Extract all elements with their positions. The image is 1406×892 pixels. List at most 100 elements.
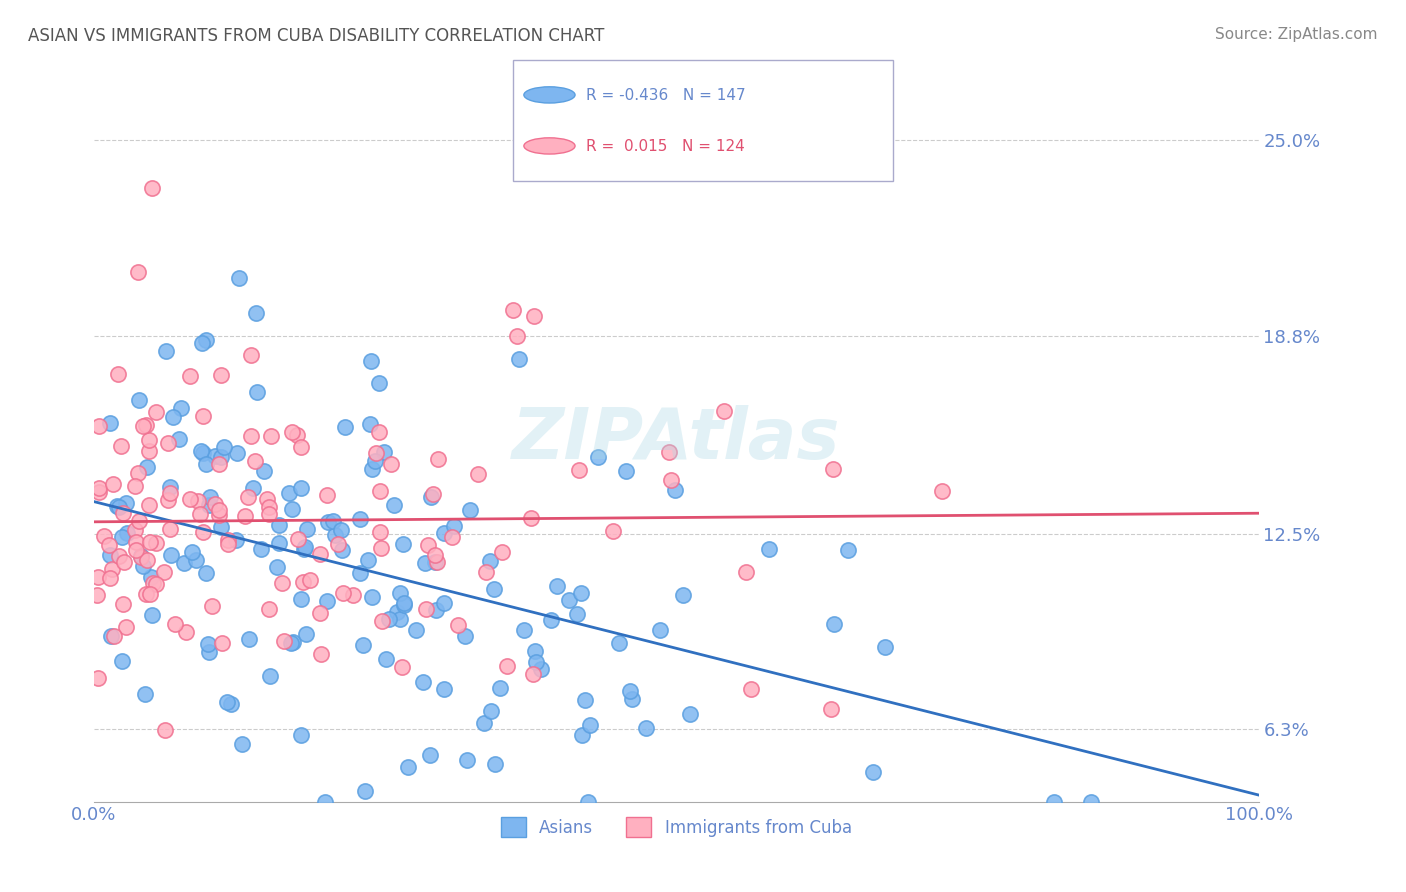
Asians — [382, 499, 405, 513]
Asians — [105, 500, 128, 514]
Immigrants from Cuba — [299, 573, 322, 587]
Immigrants from Cuba — [280, 425, 302, 439]
Asians — [198, 490, 221, 504]
Asians — [546, 579, 568, 593]
Asians — [352, 638, 374, 652]
Immigrants from Cuba — [287, 532, 309, 546]
Asians — [648, 623, 671, 637]
Asians — [108, 500, 131, 515]
Asians — [377, 612, 399, 626]
Asians — [405, 623, 427, 637]
Immigrants from Cuba — [427, 451, 450, 466]
Asians — [204, 450, 226, 464]
Asians — [322, 514, 344, 528]
Asians — [373, 445, 395, 459]
Immigrants from Cuba — [245, 453, 267, 467]
Immigrants from Cuba — [138, 498, 160, 512]
Immigrants from Cuba — [271, 576, 294, 591]
Text: R = -0.436   N = 147: R = -0.436 N = 147 — [586, 88, 745, 103]
Immigrants from Cuba — [191, 409, 214, 424]
Asians — [425, 603, 447, 617]
Immigrants from Cuba — [179, 368, 201, 383]
Immigrants from Cuba — [156, 492, 179, 507]
Asians — [361, 462, 384, 476]
Immigrants from Cuba — [315, 488, 337, 502]
Asians — [316, 515, 339, 529]
Asians — [294, 540, 316, 554]
Immigrants from Cuba — [145, 536, 167, 550]
Asians — [619, 684, 641, 698]
Asians — [209, 520, 232, 534]
Asians — [588, 450, 610, 464]
Asians — [387, 605, 409, 619]
Immigrants from Cuba — [89, 481, 111, 495]
Asians — [316, 594, 339, 608]
Text: R =  0.015   N = 124: R = 0.015 N = 124 — [586, 139, 745, 154]
Immigrants from Cuba — [931, 483, 953, 498]
Asians — [432, 596, 454, 610]
Asians — [354, 784, 377, 798]
Immigrants from Cuba — [138, 444, 160, 458]
Immigrants from Cuba — [568, 463, 591, 477]
Asians — [571, 728, 593, 742]
Asians — [330, 523, 353, 537]
Asians — [280, 636, 302, 650]
Text: Source: ZipAtlas.com: Source: ZipAtlas.com — [1215, 27, 1378, 42]
Asians — [128, 392, 150, 407]
Asians — [314, 795, 336, 809]
Asians — [479, 554, 502, 568]
Asians — [579, 718, 602, 732]
Immigrants from Cuba — [124, 523, 146, 537]
Immigrants from Cuba — [522, 666, 544, 681]
Immigrants from Cuba — [502, 303, 524, 318]
Immigrants from Cuba — [217, 537, 239, 551]
Asians — [253, 464, 276, 478]
Immigrants from Cuba — [103, 629, 125, 643]
Immigrants from Cuba — [423, 548, 446, 562]
Asians — [290, 592, 312, 607]
Asians — [214, 440, 236, 454]
Immigrants from Cuba — [87, 671, 110, 685]
Immigrants from Cuba — [136, 553, 159, 567]
Asians — [349, 512, 371, 526]
Immigrants from Cuba — [138, 433, 160, 447]
Asians — [558, 592, 581, 607]
Immigrants from Cuba — [107, 367, 129, 381]
Immigrants from Cuba — [309, 547, 332, 561]
Immigrants from Cuba — [426, 555, 449, 569]
Asians — [526, 655, 548, 669]
Asians — [290, 728, 312, 742]
Asians — [139, 570, 162, 584]
Immigrants from Cuba — [467, 467, 489, 482]
Immigrants from Cuba — [735, 565, 758, 579]
Asians — [231, 737, 253, 751]
Asians — [614, 465, 637, 479]
Immigrants from Cuba — [475, 566, 498, 580]
Immigrants from Cuba — [491, 545, 513, 559]
Immigrants from Cuba — [440, 530, 463, 544]
Immigrants from Cuba — [107, 549, 129, 564]
Immigrants from Cuba — [602, 524, 624, 539]
Asians — [664, 483, 686, 497]
Immigrants from Cuba — [159, 522, 181, 536]
Immigrants from Cuba — [217, 533, 239, 547]
Asians — [823, 617, 845, 632]
Immigrants from Cuba — [520, 511, 543, 525]
Immigrants from Cuba — [155, 723, 177, 737]
Asians — [184, 553, 207, 567]
Immigrants from Cuba — [153, 566, 176, 580]
Asians — [388, 612, 411, 626]
Immigrants from Cuba — [204, 497, 226, 511]
Circle shape — [524, 87, 575, 103]
Immigrants from Cuba — [111, 597, 134, 611]
Immigrants from Cuba — [367, 425, 389, 440]
Asians — [415, 556, 437, 570]
Immigrants from Cuba — [125, 535, 148, 549]
Immigrants from Cuba — [208, 457, 231, 471]
Asians — [197, 637, 219, 651]
Immigrants from Cuba — [135, 587, 157, 601]
Asians — [115, 496, 138, 510]
Asians — [135, 460, 157, 475]
Immigrants from Cuba — [495, 659, 517, 673]
Asians — [432, 525, 454, 540]
